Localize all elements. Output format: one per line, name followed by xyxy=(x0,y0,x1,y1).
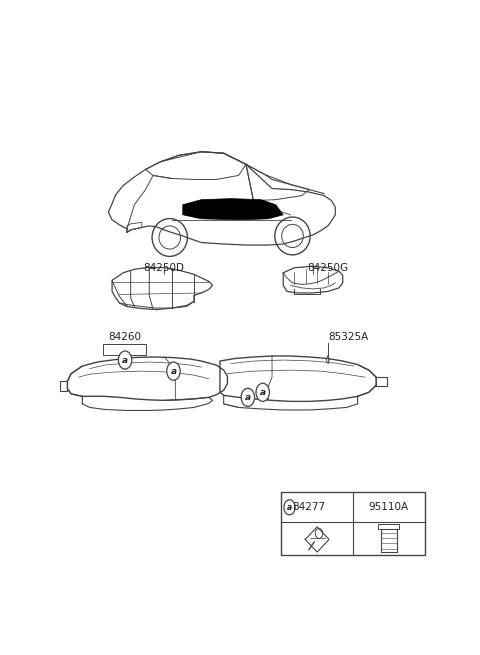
Circle shape xyxy=(241,388,254,406)
Text: 84260: 84260 xyxy=(108,332,142,342)
Text: 84277: 84277 xyxy=(293,502,326,512)
Circle shape xyxy=(119,351,132,369)
Text: a: a xyxy=(287,503,292,512)
Text: 95110A: 95110A xyxy=(369,502,409,512)
Text: 84250G: 84250G xyxy=(307,263,348,272)
Polygon shape xyxy=(183,198,283,220)
Bar xyxy=(281,492,425,555)
Text: a: a xyxy=(260,388,266,397)
Text: a: a xyxy=(170,367,177,375)
Circle shape xyxy=(256,383,269,402)
Bar xyxy=(103,344,145,355)
Circle shape xyxy=(167,362,180,380)
Text: a: a xyxy=(122,356,128,365)
Circle shape xyxy=(284,500,295,515)
Text: 85325A: 85325A xyxy=(328,332,369,342)
Text: 84250D: 84250D xyxy=(144,263,185,272)
Text: a: a xyxy=(245,393,251,402)
